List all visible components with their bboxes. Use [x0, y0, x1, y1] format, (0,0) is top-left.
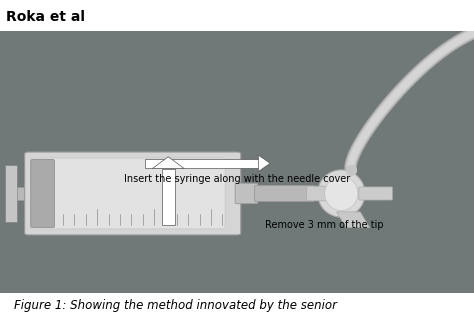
Bar [5, 165, 17, 222]
FancyBboxPatch shape [255, 185, 314, 202]
FancyBboxPatch shape [31, 158, 225, 229]
Polygon shape [258, 155, 270, 172]
Ellipse shape [325, 177, 358, 211]
FancyBboxPatch shape [307, 186, 333, 201]
FancyBboxPatch shape [359, 187, 392, 200]
Bar [17, 187, 73, 200]
Text: Roka et al: Roka et al [6, 10, 85, 24]
Text: Insert the syringe along with the needle cover: Insert the syringe along with the needle… [124, 174, 350, 184]
FancyBboxPatch shape [31, 159, 55, 227]
Text: Figure 1: Showing the method innovated by the senior: Figure 1: Showing the method innovated b… [14, 299, 337, 312]
Polygon shape [152, 157, 184, 168]
Bar [162, 168, 175, 225]
Text: Remove 3 mm of the tip: Remove 3 mm of the tip [265, 220, 384, 230]
FancyBboxPatch shape [235, 183, 258, 204]
FancyBboxPatch shape [25, 152, 241, 235]
Ellipse shape [318, 170, 365, 217]
Bar [145, 159, 261, 168]
Polygon shape [337, 212, 370, 227]
